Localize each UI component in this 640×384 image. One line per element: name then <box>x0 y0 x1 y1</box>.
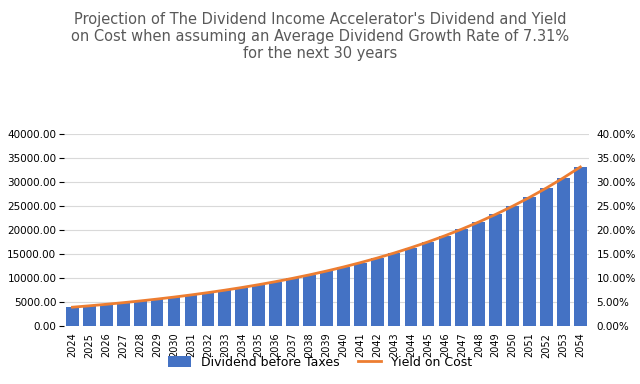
Bar <box>236 288 248 326</box>
Yield on Cost <box>525 195 533 200</box>
Yield on Cost <box>153 297 161 301</box>
Bar <box>506 206 519 326</box>
Yield on Cost <box>424 240 432 244</box>
Bar <box>168 297 180 326</box>
Legend: Dividend before Taxes, Yield on Cost: Dividend before Taxes, Yield on Cost <box>163 351 477 374</box>
Yield on Cost <box>356 260 364 265</box>
Yield on Cost <box>577 165 584 169</box>
Yield on Cost <box>441 233 449 238</box>
Bar <box>371 258 383 326</box>
Yield on Cost <box>272 279 280 284</box>
Yield on Cost <box>323 269 330 273</box>
Line: Yield on Cost: Yield on Cost <box>72 167 580 307</box>
Yield on Cost <box>509 204 516 209</box>
Bar <box>286 278 299 326</box>
Yield on Cost <box>543 186 550 190</box>
Yield on Cost <box>407 245 415 250</box>
Yield on Cost <box>492 212 500 217</box>
Yield on Cost <box>221 288 228 293</box>
Bar <box>354 263 367 326</box>
Bar <box>184 295 197 326</box>
Yield on Cost <box>306 273 314 277</box>
Bar <box>151 299 163 326</box>
Yield on Cost <box>559 175 567 180</box>
Bar <box>523 197 536 326</box>
Bar <box>472 222 485 326</box>
Yield on Cost <box>68 305 76 310</box>
Bar <box>218 290 231 326</box>
Yield on Cost <box>102 302 110 306</box>
Bar <box>83 306 96 326</box>
Bar <box>490 214 502 326</box>
Bar <box>252 285 265 326</box>
Yield on Cost <box>373 256 381 260</box>
Bar <box>66 307 79 326</box>
Yield on Cost <box>255 282 262 287</box>
Bar <box>404 248 417 326</box>
Yield on Cost <box>136 299 144 303</box>
Bar <box>320 271 333 326</box>
Bar <box>134 301 147 326</box>
Yield on Cost <box>458 227 466 232</box>
Bar <box>202 293 214 326</box>
Text: Projection of The Dividend Income Accelerator's Dividend and Yield
on Cost when : Projection of The Dividend Income Accele… <box>71 12 569 61</box>
Bar <box>303 275 316 326</box>
Yield on Cost <box>187 293 195 297</box>
Bar <box>456 229 468 326</box>
Yield on Cost <box>289 276 296 281</box>
Yield on Cost <box>204 290 212 295</box>
Bar <box>337 267 349 326</box>
Bar <box>438 236 451 326</box>
Yield on Cost <box>339 265 347 269</box>
Bar <box>100 304 113 326</box>
Bar <box>388 253 401 326</box>
Bar <box>269 281 282 326</box>
Yield on Cost <box>475 220 483 224</box>
Yield on Cost <box>86 303 93 308</box>
Bar <box>422 242 435 326</box>
Bar <box>574 167 587 326</box>
Yield on Cost <box>120 300 127 305</box>
Bar <box>540 188 553 326</box>
Yield on Cost <box>390 251 398 255</box>
Bar <box>117 303 129 326</box>
Yield on Cost <box>238 285 246 290</box>
Bar <box>557 178 570 326</box>
Yield on Cost <box>170 295 178 300</box>
